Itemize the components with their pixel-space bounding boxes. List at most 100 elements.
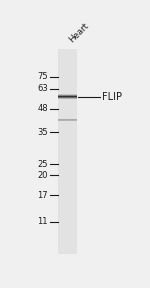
- Bar: [58, 193, 77, 195]
- Bar: [58, 205, 77, 207]
- Bar: [58, 113, 77, 115]
- Text: 75: 75: [37, 72, 48, 81]
- Bar: [58, 168, 77, 170]
- Bar: [58, 149, 77, 151]
- Bar: [58, 55, 77, 57]
- Bar: [58, 49, 77, 254]
- Text: 63: 63: [37, 84, 48, 93]
- Bar: [58, 102, 77, 104]
- Bar: [58, 213, 77, 215]
- Bar: [58, 207, 77, 209]
- Bar: [58, 88, 77, 90]
- Bar: [58, 65, 77, 67]
- Bar: [58, 135, 77, 137]
- Text: FLIP: FLIP: [102, 92, 122, 102]
- Bar: [58, 78, 77, 80]
- Bar: [58, 226, 77, 228]
- Bar: [58, 119, 77, 121]
- Bar: [58, 69, 77, 71]
- Bar: [58, 174, 77, 176]
- Bar: [58, 199, 77, 201]
- Bar: [58, 230, 77, 232]
- Bar: [58, 115, 77, 117]
- Bar: [58, 195, 77, 197]
- Bar: [58, 92, 77, 94]
- Bar: [58, 145, 77, 147]
- Bar: [58, 129, 77, 131]
- Bar: [58, 90, 77, 92]
- Bar: [58, 184, 77, 186]
- Bar: [58, 67, 77, 69]
- Bar: [58, 71, 77, 74]
- Bar: [58, 240, 77, 242]
- Bar: [58, 170, 77, 172]
- Bar: [58, 223, 77, 226]
- Bar: [58, 250, 77, 252]
- Bar: [58, 121, 77, 123]
- Bar: [58, 117, 77, 119]
- Bar: [58, 236, 77, 238]
- Bar: [58, 211, 77, 213]
- Bar: [58, 217, 77, 219]
- Bar: [58, 172, 77, 174]
- Bar: [58, 59, 77, 61]
- Bar: [58, 182, 77, 184]
- Text: 11: 11: [37, 217, 48, 226]
- Bar: [58, 94, 77, 96]
- Text: 35: 35: [37, 128, 48, 137]
- Bar: [58, 232, 77, 234]
- Bar: [58, 100, 77, 102]
- Bar: [58, 166, 77, 168]
- Bar: [58, 133, 77, 135]
- Bar: [58, 154, 77, 156]
- Bar: [58, 186, 77, 188]
- Bar: [58, 246, 77, 248]
- Bar: [58, 158, 77, 160]
- Bar: [58, 215, 77, 217]
- Bar: [58, 151, 77, 154]
- Bar: [58, 242, 77, 244]
- Text: 20: 20: [37, 171, 48, 180]
- Bar: [58, 141, 77, 143]
- Bar: [58, 80, 77, 82]
- Bar: [58, 201, 77, 203]
- Bar: [58, 98, 77, 100]
- Bar: [58, 123, 77, 125]
- Bar: [58, 178, 77, 180]
- Bar: [58, 156, 77, 158]
- Bar: [58, 244, 77, 246]
- Bar: [58, 111, 77, 113]
- Bar: [58, 86, 77, 88]
- Bar: [58, 61, 77, 63]
- Bar: [58, 238, 77, 240]
- Bar: [58, 53, 77, 55]
- Bar: [58, 49, 77, 51]
- Bar: [58, 228, 77, 230]
- Bar: [58, 76, 77, 78]
- Bar: [58, 63, 77, 65]
- Bar: [58, 160, 77, 162]
- Bar: [58, 106, 77, 109]
- Bar: [58, 125, 77, 127]
- Bar: [58, 197, 77, 199]
- Bar: [58, 109, 77, 111]
- Bar: [58, 127, 77, 129]
- Text: 25: 25: [37, 160, 48, 169]
- Bar: [58, 162, 77, 164]
- Bar: [58, 137, 77, 139]
- Bar: [58, 82, 77, 84]
- Bar: [58, 203, 77, 205]
- Bar: [58, 209, 77, 211]
- Bar: [58, 248, 77, 250]
- Bar: [58, 180, 77, 182]
- Bar: [58, 84, 77, 86]
- Bar: [58, 234, 77, 236]
- Text: 48: 48: [37, 104, 48, 113]
- Bar: [58, 191, 77, 193]
- Bar: [58, 219, 77, 221]
- Bar: [58, 131, 77, 133]
- Bar: [58, 104, 77, 106]
- Bar: [58, 96, 77, 98]
- Bar: [58, 221, 77, 223]
- Bar: [58, 139, 77, 141]
